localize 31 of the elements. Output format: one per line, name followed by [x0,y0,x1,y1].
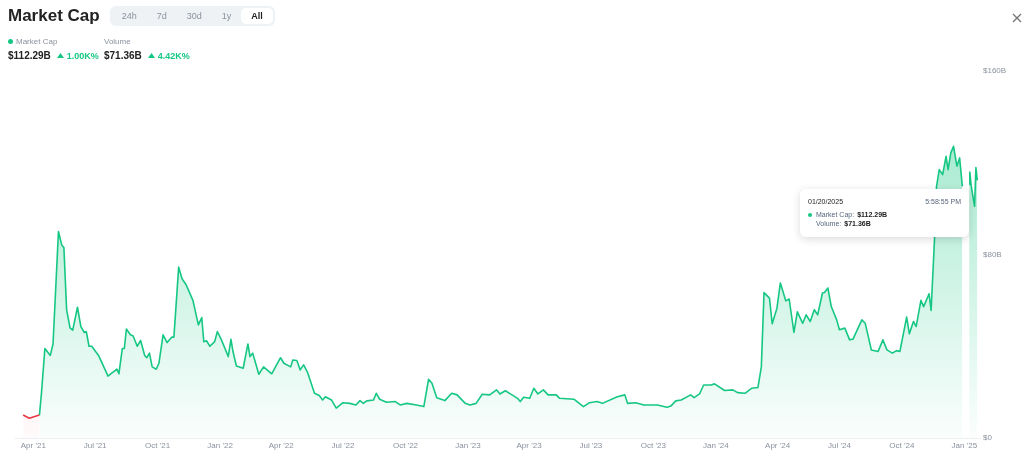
text: All [241,8,273,24]
chart-title: Market Cap [8,6,100,26]
x-tick-label: Apr '21 [20,441,47,450]
x-tick-label: Oct '23 [640,441,667,450]
x-tick-label: Oct '21 [145,441,171,450]
text: 1.00K% [66,50,99,61]
text: 1y [220,10,233,23]
x-tick-label: Jul '21 [83,441,108,450]
text: $112.29B [8,50,51,61]
text: $71.36B [104,50,142,61]
text: 7d [155,10,168,23]
text: Market Cap [15,37,58,46]
x-tick-label: Apr '22 [268,441,295,450]
x-tick-label: Apr '23 [516,441,543,450]
x-tick-label: Jul '23 [579,441,603,450]
y-tick-label: $80B [983,249,1002,259]
x-tick-label: Jan '23 [455,441,482,450]
text: 30d [185,10,203,23]
x-tick-label: Apr '24 [765,441,791,450]
y-tick-label: $160B [983,66,1007,76]
x-tick-label: Oct '22 [392,441,419,450]
x-tick-label: Oct '24 [889,441,915,450]
x-tick-label: Jul '24 [827,441,852,450]
text: 4.42K% [157,50,190,61]
x-tick-label: Jan '22 [207,441,234,450]
x-tick-label: Jan '25 [951,441,978,450]
y-tick-label: $0 [983,433,993,443]
text: Volume [104,37,131,46]
text: 24h [120,10,138,23]
x-tick-label: Jan '24 [703,441,730,450]
x-tick-label: Jul '22 [331,441,355,450]
